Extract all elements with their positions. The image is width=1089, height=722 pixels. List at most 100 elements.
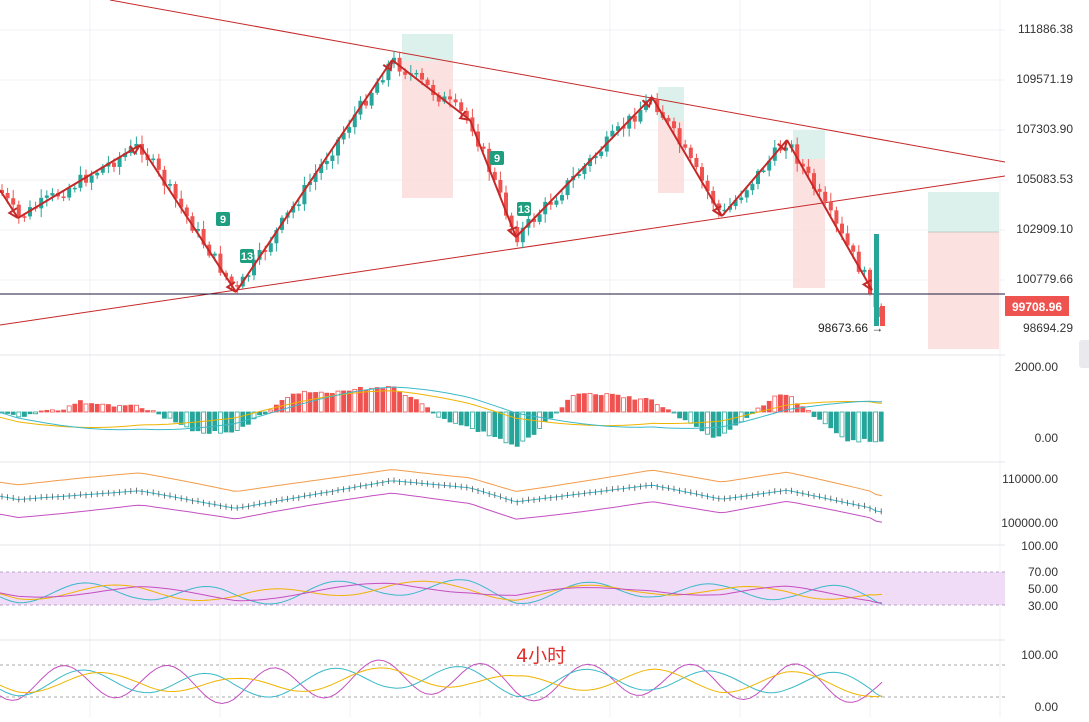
macd-bar (128, 404, 134, 413)
candle-body (67, 188, 72, 198)
candle-body (498, 179, 503, 193)
candle-body (806, 166, 811, 174)
candle-body (739, 197, 744, 201)
kdj-k (0, 666, 883, 698)
macd-bar (413, 399, 419, 413)
macd-bar (486, 411, 492, 437)
macd-bar (649, 399, 654, 413)
macd-bar (469, 411, 475, 430)
macd-bar (783, 394, 789, 413)
macd-bar (699, 411, 705, 432)
candle-body (840, 223, 844, 234)
candle-body (151, 158, 156, 161)
wave-line (0, 189, 19, 219)
candle-body (229, 276, 234, 286)
candle-body (341, 132, 346, 140)
candle-body (246, 275, 251, 277)
trend-lines (0, 0, 1006, 326)
macd-bar (419, 403, 425, 413)
macd-bar (542, 411, 548, 422)
candle-body (565, 180, 570, 196)
candle-body (112, 162, 116, 167)
candle-body (201, 228, 206, 245)
candle-body (504, 192, 508, 216)
macd-bar (705, 411, 710, 435)
macd-bar (531, 411, 537, 435)
macd-bar (268, 409, 274, 413)
axis-tick-label: 70.00 (1028, 565, 1058, 579)
macd-bar (100, 403, 106, 413)
zone-box (928, 232, 999, 349)
candle-body (672, 121, 676, 129)
axis-tick-label: 100.00 (1021, 648, 1058, 662)
candle-body (632, 115, 637, 122)
wave-line (391, 59, 471, 121)
candle-body (403, 71, 408, 75)
macd-bar (16, 411, 22, 418)
price-tick-label: 109571.19 (1016, 72, 1073, 86)
wave-count-label: 13 (518, 204, 530, 216)
candle-body (856, 251, 861, 272)
macd-bar (357, 387, 363, 413)
macd-bar (178, 411, 184, 425)
macd-bar (806, 410, 811, 413)
candle-body (694, 157, 699, 168)
macd-bar (425, 407, 431, 413)
wave-count-badge (216, 212, 230, 226)
axis-tick-label: 30.00 (1028, 599, 1058, 613)
axis-tick-label: 110000.00 (1002, 472, 1058, 486)
macd-bar (27, 411, 33, 415)
wave-arrowhead (458, 110, 471, 121)
candle-body (50, 193, 55, 196)
macd-bar (492, 411, 498, 438)
macd-bar (251, 411, 257, 420)
candle-body (823, 191, 828, 202)
macd-bar (329, 393, 335, 413)
macd-bar (223, 411, 229, 433)
macd-bar (217, 411, 223, 434)
candle-body (16, 204, 21, 217)
macd-bar (50, 409, 55, 413)
candle-body (560, 195, 564, 201)
wave-count-badge (517, 202, 531, 216)
macd-bar (688, 411, 694, 424)
macd-bar (626, 396, 632, 413)
macd-bar (212, 411, 218, 432)
macd-bar (374, 387, 380, 413)
wave-arrowhead (777, 139, 788, 152)
candle-body (84, 174, 88, 183)
wave-arrowhead (641, 96, 653, 109)
candle-body (235, 285, 240, 287)
macd-pane (0, 386, 884, 447)
candle-body (520, 227, 525, 243)
candle-body (425, 79, 430, 86)
candle-body (319, 164, 324, 174)
wave-count-badge (240, 249, 254, 263)
candle-body (638, 109, 643, 122)
zone-box (928, 192, 999, 232)
rsi-mid (0, 580, 883, 602)
candle-body (386, 63, 391, 81)
candle-body (795, 144, 800, 164)
wave-arrowhead (861, 279, 873, 291)
candle-body (862, 269, 867, 272)
candle-body (324, 160, 329, 165)
macd-bar (526, 411, 531, 438)
candle-body (296, 204, 301, 207)
macd-bar (610, 393, 615, 413)
macd-bar (520, 411, 526, 442)
macd-bar (621, 397, 626, 413)
candle-body (218, 253, 223, 273)
macd-bar (828, 411, 834, 429)
macd-bar (117, 405, 122, 413)
scroll-handle[interactable] (1079, 340, 1089, 368)
candle-body (644, 100, 648, 110)
candle-body (700, 167, 704, 181)
candle-body (828, 201, 833, 211)
current-price-tag: 99708.96 (1012, 300, 1062, 314)
axis-tick-label: 0.00 (1035, 700, 1059, 714)
candle-body (464, 111, 469, 118)
candle-body (268, 243, 273, 252)
